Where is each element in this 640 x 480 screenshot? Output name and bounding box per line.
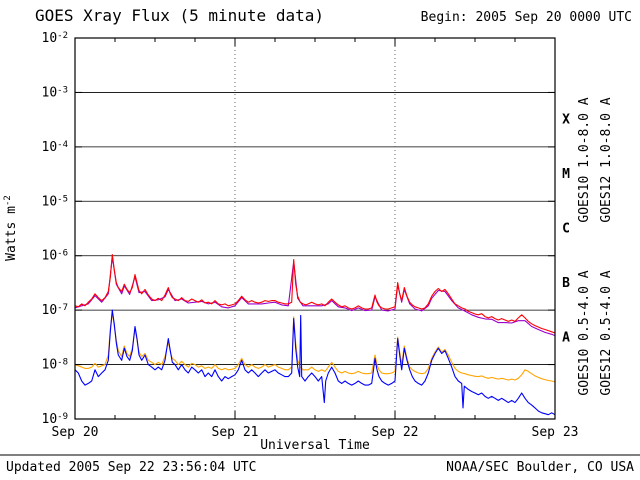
- flare-class-label: M: [562, 167, 570, 182]
- flux-series-line: [74, 256, 556, 337]
- updated-timestamp-label: Updated 2005 Sep 22 23:56:04 UTC: [6, 460, 256, 475]
- flare-class-label: B: [562, 276, 570, 291]
- plot-border: [74, 37, 556, 420]
- x-tick-label: Sep 23: [532, 425, 579, 440]
- legend-goes12-long-channel: GOES12 1.0-8.0 A: [599, 97, 614, 222]
- begin-timestamp-label: Begin: 2005 Sep 20 0000 UTC: [421, 10, 632, 25]
- legend-goes12-short-channel: GOES12 0.5-4.0 A: [599, 270, 614, 395]
- legend-goes10-long-channel: GOES10 1.0-8.0 A: [577, 97, 592, 222]
- flux-series-line: [74, 312, 556, 383]
- y-axis-title-base: Watts m: [4, 206, 19, 261]
- y-axis-title: Watts m-2: [3, 195, 19, 261]
- flare-class-label: A: [562, 330, 570, 345]
- legend-goes10-short-channel: GOES10 0.5-4.0 A: [577, 270, 592, 395]
- flux-series-line: [74, 254, 556, 334]
- x-tick-label: Sep 21: [212, 425, 259, 440]
- flare-class-label: C: [562, 222, 570, 237]
- x-axis-title: Universal Time: [260, 438, 370, 453]
- y-axis-title-exponent: -2: [3, 195, 13, 206]
- series-layer: [74, 254, 556, 416]
- chart-title: GOES Xray Flux (5 minute data): [35, 6, 324, 25]
- x-tick-label: Sep 22: [372, 425, 419, 440]
- flux-series-line: [74, 309, 556, 416]
- flare-class-label: X: [562, 113, 570, 128]
- x-tick-label: Sep 20: [52, 425, 99, 440]
- source-attribution-label: NOAA/SEC Boulder, CO USA: [446, 460, 634, 475]
